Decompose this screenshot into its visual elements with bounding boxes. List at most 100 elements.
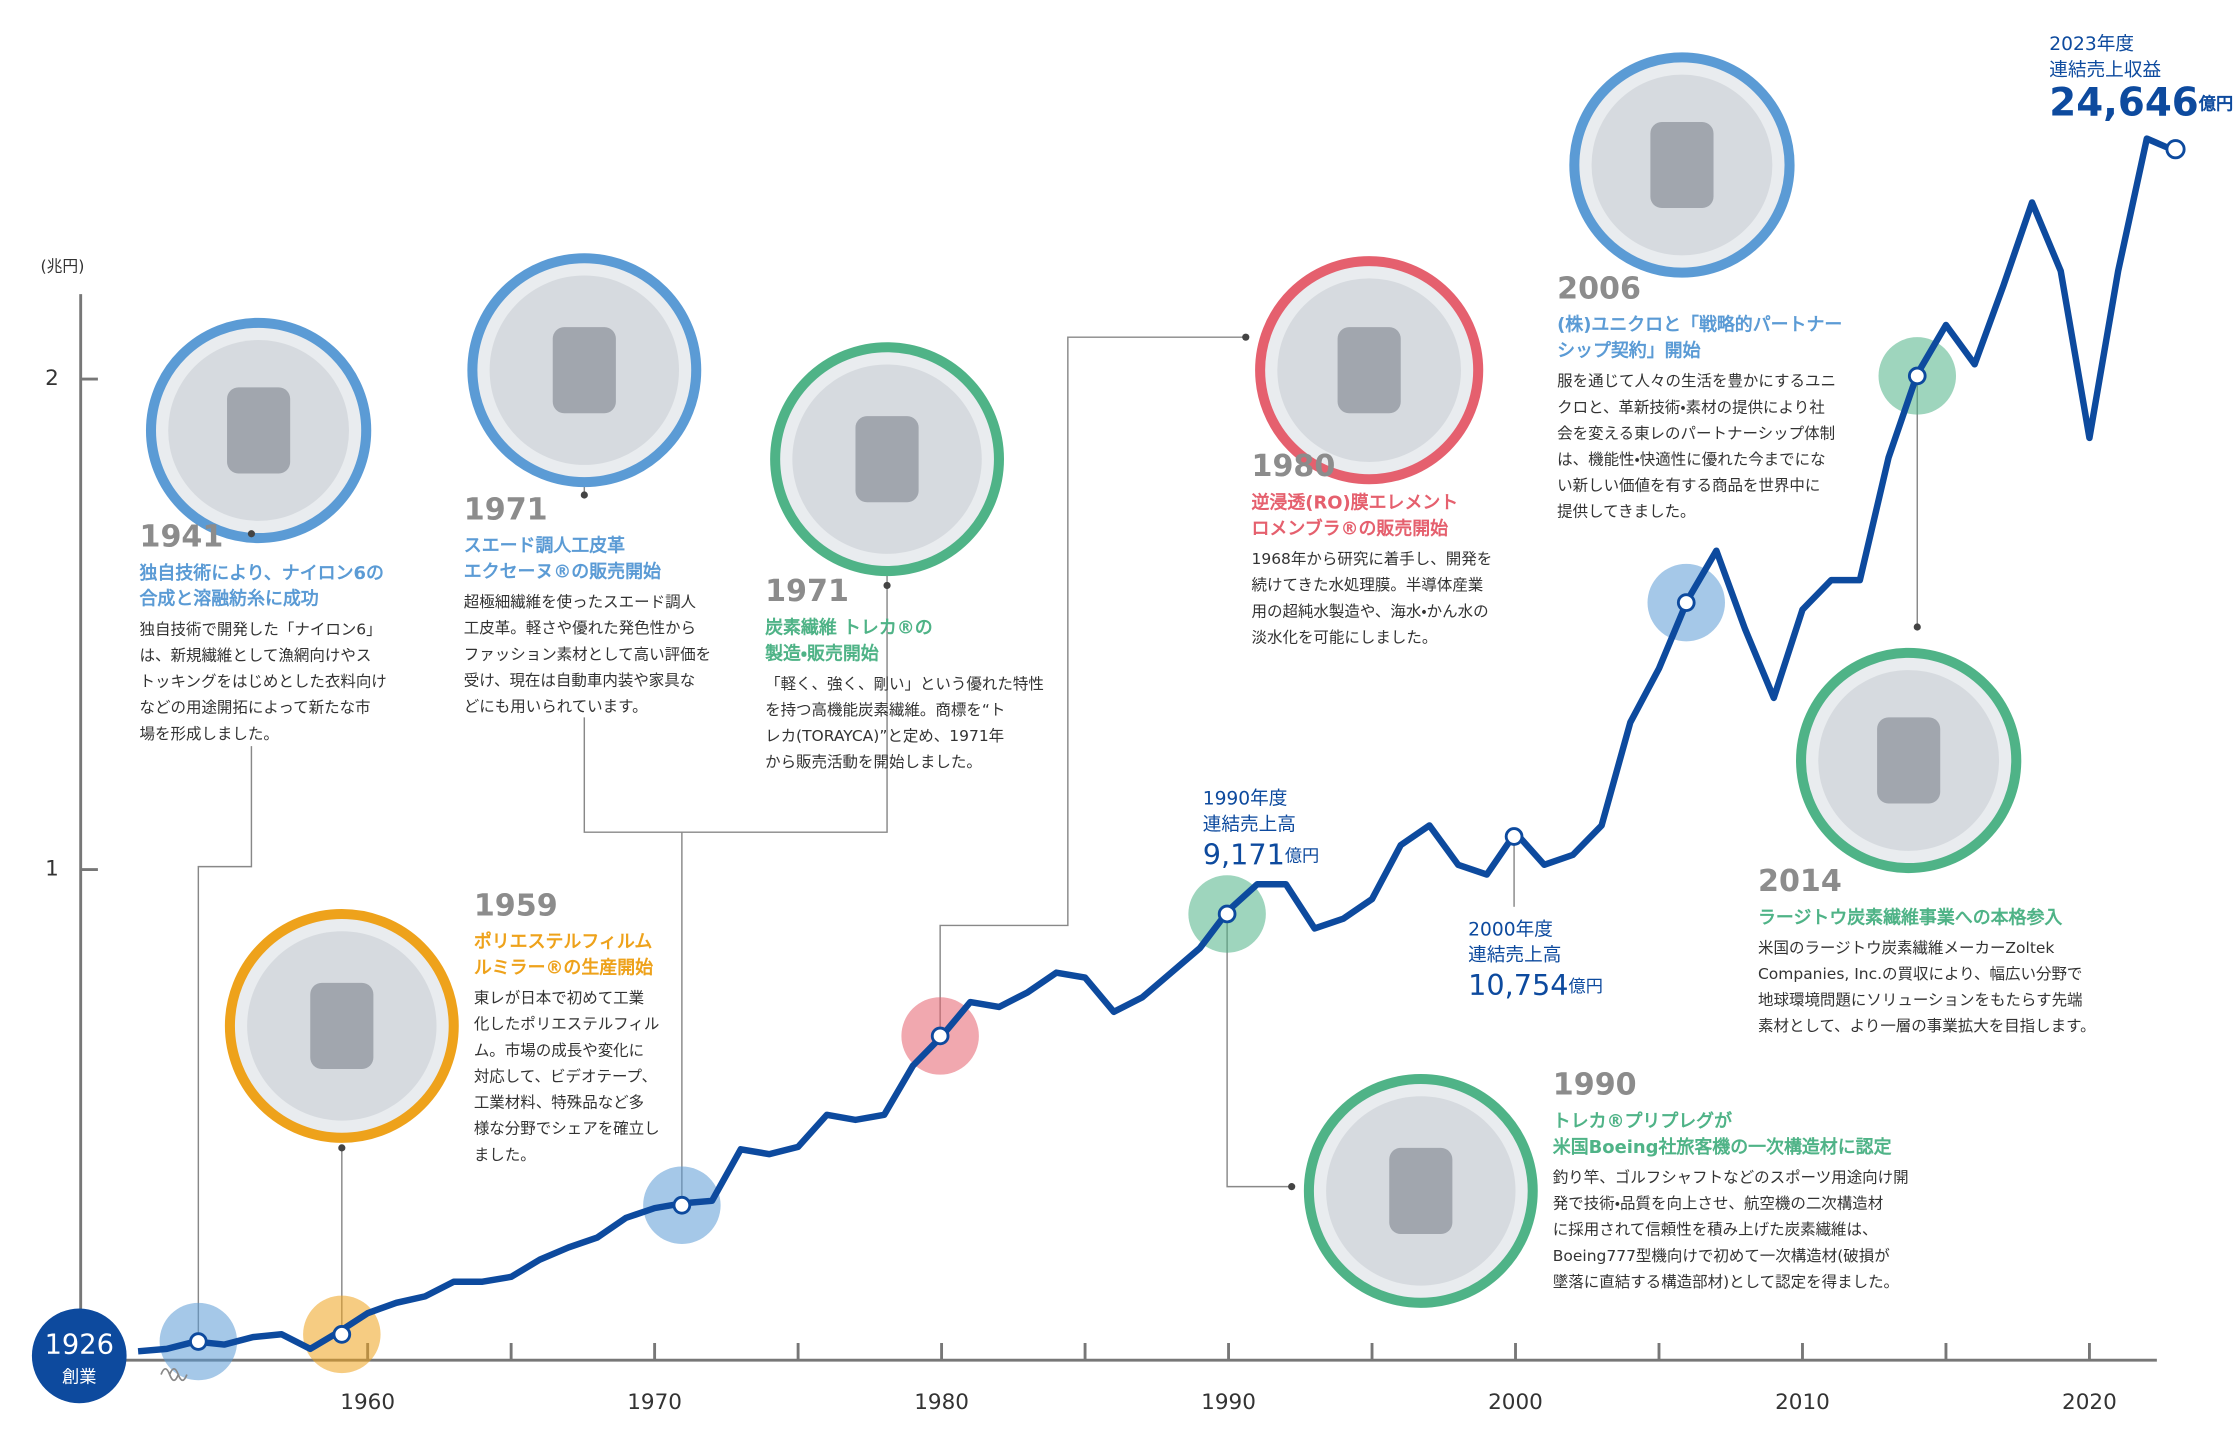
connector [197,746,253,1342]
milestone-body: 対応して、ビデオテープ、 [474,1066,657,1085]
photo-object [552,327,616,414]
milestone-body: 独自技術で開発した「ナイロン6」 [140,620,382,638]
milestone-year: 1990 [1553,1068,1637,1103]
milestone-body: 1968年から研究に着手し、開発を [1252,550,1493,568]
milestone-year: 1971 [464,492,548,527]
revenue-amount: 10,754億円 [1468,968,1603,1002]
milestone-body: 淡水化を可能にしました。 [1252,628,1438,646]
revenue-line [137,135,2177,1355]
milestone-title: 炭素繊維 トレカ®の [765,616,933,638]
milestone-title: エクセーヌ®の販売開始 [464,560,661,582]
photo-object [1337,327,1401,414]
point-dot [189,1332,208,1351]
point-dot [1907,366,1927,386]
founding-badge [31,1308,127,1404]
milestone-year: 1971 [765,574,849,609]
connector [583,588,888,833]
milestone-body: 「軽く、強く、剛い」という優れた特性 [765,675,1044,693]
milestone-body: ファッション素材として高い評価を [464,645,711,663]
milestone-body: 超極細繊維を使ったスエード調人 [464,593,697,611]
milestone-title: ポリエステルフィルム [474,931,653,953]
milestone-body: 続けてきた水処理膜。半導体産業 [1252,576,1484,594]
milestone-body: 提供してきました。 [1557,503,1695,521]
point-dot [1676,593,1696,612]
milestone-body: 用の超純水製造や、海水・かん水の [1252,602,1489,620]
revenue-period: 2000年度 [1468,919,1553,940]
milestone-body: 米国のラージトウ炭素繊維メーカーZoltek [1758,939,2054,957]
y-tick-label: 2 [45,366,59,391]
photo-object [1389,1147,1453,1234]
connector-dot [883,581,891,589]
point-dot [1217,904,1237,924]
photo-object [1877,717,1941,804]
milestone-body: 工皮革。軽さや優れた発色性から [464,619,696,637]
point-dot [672,1195,692,1215]
milestone-body: どにも用いられています。 [464,698,648,716]
point-dot [1504,827,1524,846]
revenue-amount: 9,171億円 [1203,838,1320,872]
y-tick-label: 1 [45,857,59,882]
milestone-body: Companies, Inc.の買収により、幅広い分野で [1758,965,2082,983]
milestone-title: スエード調人工皮革 [464,535,625,557]
revenue-period: 2023年度 [2049,34,2134,55]
milestone-body: 様な分野でシェアを確立し [474,1120,660,1138]
point-dot [2165,139,2186,160]
milestone-body: 工業材料、特殊品など多 [474,1094,644,1112]
milestone-body: 地球環境問題にソリューションをもたらす先端 [1758,991,2083,1009]
milestone-body: を持つ高機能炭素繊維。商標を“ト [765,701,1005,719]
milestone-body: 素材として、より一層の事業拡大を目指します。 [1758,1017,2096,1035]
milestone-title: トレカ®プリプレグが [1553,1110,1732,1132]
unit: 億円 [1285,847,1319,867]
unit: 億円 [2198,94,2233,115]
connector [939,336,1246,1036]
milestone-title: ロメンブラ®の販売開始 [1252,517,1449,539]
x-tick-label: 2020 [2062,1390,2117,1415]
milestone-year: 1980 [1252,449,1336,484]
milestone-body: 発で技術・品質を向上させ、航空機の二次構造材 [1553,1195,1883,1213]
revenue-label: 連結売上収益 [2049,60,2161,81]
milestone-title: 逆浸透(RO)膜エレメント [1252,492,1459,514]
axis-break [160,1367,188,1382]
amount: 24,646 [2049,80,2198,125]
milestone-body: ム。市場の成長や変化に [474,1041,644,1059]
connector-dot [1288,1183,1296,1191]
founding-year: 1926 [45,1329,114,1360]
x-tick-label: 1960 [340,1390,395,1415]
milestone-body: い新しい価値を有する商品を世界中に [1557,477,1820,495]
x-tick-label: 2010 [1775,1390,1830,1415]
milestone-title: 製造・販売開始 [764,642,879,664]
milestone-year: 1941 [140,520,224,555]
amount: 10,754 [1468,968,1568,1002]
milestone-body: 場を形成しました。 [140,725,279,743]
milestone-year: 1959 [474,888,558,923]
unit: 億円 [1569,977,1603,997]
x-tick-label: 1990 [1201,1390,1256,1415]
milestone-body: 東レが日本で初めて工業 [474,989,644,1007]
milestone-body: 受け、現在は自動車内装や家具な [464,671,695,689]
milestone-title: シップ契約」開始 [1557,340,1700,362]
photo-object [1650,121,1714,209]
milestone-title: 独自技術により、ナイロン6の [140,562,384,584]
connector [1226,913,1292,1188]
revenue-label: 連結売上高 [1468,945,1561,966]
milestone-body: レカ(TORAYCA)”と定め、1971年 [765,727,1004,745]
milestone-body: 服を通じて人々の生活を豊かにするユニ [1557,372,1836,390]
milestone-body: 釣り竿、ゴルフシャフトなどのスポーツ用途向け開 [1553,1167,1909,1186]
milestone-title: ラージトウ炭素繊維事業への本格参入 [1758,906,2062,928]
milestone-body: 化したポリエステルフィル [474,1015,660,1033]
x-tick-label: 2000 [1488,1390,1543,1415]
connector-dot [1242,333,1250,341]
milestone-body: は、新規繊維として漁網向けやス [140,647,372,665]
milestone-title: ルミラー®の生産開始 [474,957,653,979]
milestone-title: (株)ユニクロと「戦略的パートナー [1557,314,1842,336]
milestone-title: 合成と溶融紡糸に成功 [140,588,319,610]
photo-object [855,416,919,503]
milestone-body: から販売活動を開始しました。 [765,753,982,771]
amount: 9,171 [1203,838,1285,872]
point-dot [332,1325,352,1344]
x-tick-label: 1980 [914,1390,969,1415]
photo-object [227,387,291,474]
founding-label: 創業 [62,1367,96,1387]
milestone-body: ました。 [474,1146,536,1164]
